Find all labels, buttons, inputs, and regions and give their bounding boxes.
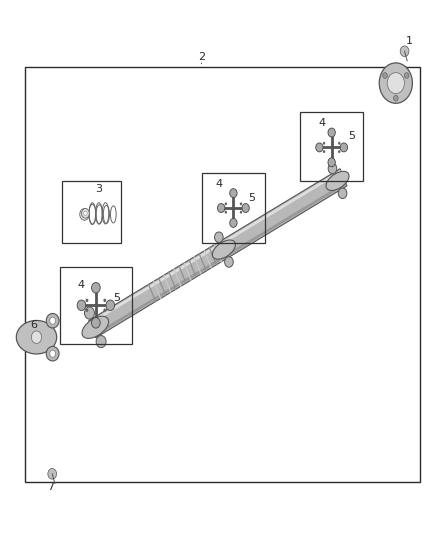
- Circle shape: [32, 331, 42, 343]
- Circle shape: [323, 142, 325, 145]
- Circle shape: [85, 298, 88, 302]
- Ellipse shape: [212, 240, 235, 259]
- Circle shape: [404, 72, 409, 78]
- Circle shape: [240, 211, 242, 214]
- Circle shape: [106, 300, 115, 311]
- Circle shape: [379, 63, 413, 103]
- Circle shape: [328, 163, 337, 174]
- Bar: [60, 266, 132, 344]
- Circle shape: [77, 300, 86, 311]
- Circle shape: [50, 317, 56, 324]
- Ellipse shape: [81, 208, 89, 218]
- Ellipse shape: [82, 212, 87, 217]
- Circle shape: [230, 189, 237, 198]
- Circle shape: [85, 309, 88, 312]
- Ellipse shape: [82, 316, 109, 338]
- Circle shape: [338, 150, 340, 153]
- Text: 1: 1: [406, 36, 413, 45]
- Circle shape: [328, 128, 336, 137]
- Circle shape: [50, 350, 56, 357]
- Text: 6: 6: [30, 320, 37, 330]
- Circle shape: [338, 142, 340, 145]
- Circle shape: [400, 46, 409, 56]
- Circle shape: [215, 232, 223, 243]
- Ellipse shape: [84, 211, 87, 215]
- Text: 4: 4: [318, 118, 325, 128]
- Circle shape: [240, 203, 242, 205]
- Circle shape: [242, 204, 249, 213]
- Circle shape: [96, 336, 106, 348]
- Text: 5: 5: [248, 193, 255, 204]
- Circle shape: [225, 211, 227, 214]
- Circle shape: [103, 298, 106, 302]
- Bar: [25, 67, 420, 482]
- Ellipse shape: [16, 320, 57, 354]
- Ellipse shape: [326, 171, 349, 190]
- Circle shape: [85, 307, 95, 319]
- Circle shape: [48, 469, 57, 479]
- Circle shape: [387, 72, 404, 94]
- Circle shape: [383, 72, 387, 78]
- Ellipse shape: [80, 208, 89, 220]
- Circle shape: [103, 309, 106, 312]
- Circle shape: [393, 95, 398, 101]
- Text: 5: 5: [349, 131, 356, 141]
- Circle shape: [92, 318, 100, 328]
- Text: 4: 4: [215, 179, 223, 189]
- Polygon shape: [89, 169, 347, 338]
- Bar: [201, 173, 265, 243]
- Polygon shape: [94, 182, 346, 336]
- Circle shape: [323, 150, 325, 153]
- Circle shape: [218, 204, 225, 213]
- Polygon shape: [89, 170, 342, 325]
- Circle shape: [230, 219, 237, 228]
- Text: 7: 7: [47, 482, 54, 492]
- Circle shape: [340, 143, 347, 152]
- Ellipse shape: [46, 346, 59, 361]
- Text: 3: 3: [95, 184, 102, 195]
- Ellipse shape: [46, 313, 59, 328]
- Circle shape: [92, 282, 100, 293]
- Bar: [300, 112, 363, 181]
- Circle shape: [225, 257, 233, 267]
- Text: 2: 2: [198, 52, 205, 61]
- Circle shape: [316, 143, 323, 152]
- Text: 4: 4: [78, 280, 85, 290]
- Text: 5: 5: [113, 293, 120, 303]
- Circle shape: [328, 158, 336, 167]
- Circle shape: [225, 203, 227, 205]
- Bar: [62, 181, 121, 243]
- Circle shape: [338, 188, 347, 199]
